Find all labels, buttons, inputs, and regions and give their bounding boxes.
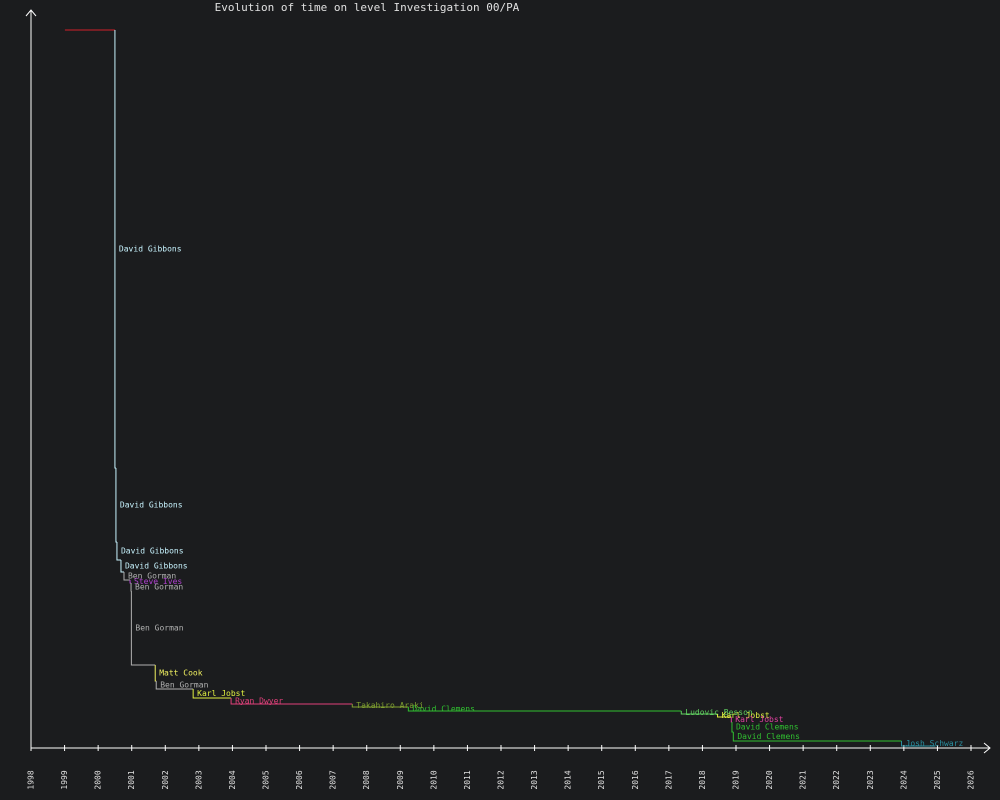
record-step: [230, 698, 353, 705]
record-step: [114, 30, 116, 469]
holder-label: Ben Gorman: [135, 583, 183, 592]
holder-label: David Clemens: [736, 723, 799, 732]
holder-label: David Clemens: [737, 732, 800, 741]
x-tick-label: 2008: [362, 770, 371, 789]
x-tick-label: 2012: [497, 770, 506, 789]
x-tick-label: 2018: [698, 770, 707, 789]
x-tick-label: 2020: [765, 770, 774, 789]
holder-label: David Gibbons: [125, 562, 188, 571]
x-tick-label: 2014: [564, 770, 573, 789]
holder-label: Josh Schwarz: [906, 739, 964, 748]
x-tick-label: 2003: [194, 770, 203, 789]
record-step: [120, 560, 124, 573]
x-tick-label: 2001: [127, 770, 136, 789]
chart-title: Evolution of time on level Investigation…: [215, 1, 520, 14]
x-tick-label: 2004: [228, 770, 237, 789]
record-step: [155, 681, 194, 690]
holder-label: Karl Jobst: [735, 715, 783, 724]
holder-label: Ben Gorman: [135, 624, 183, 633]
holder-label: David Clemens: [412, 705, 475, 714]
record-step: [116, 542, 121, 561]
record-step: [351, 704, 409, 708]
holder-label: Steve Ives: [134, 577, 182, 586]
x-tick-label: 2011: [463, 770, 472, 789]
holder-label: David Gibbons: [121, 547, 184, 556]
x-tick-label: 2010: [429, 770, 438, 789]
holder-label: Matt Cook: [159, 669, 203, 678]
x-tick-label: 2005: [262, 770, 271, 789]
holder-label: Karl Jobst: [722, 711, 770, 720]
x-tick-label: 2002: [161, 770, 170, 789]
x-tick-label: 2022: [832, 770, 841, 789]
x-tick-label: 2026: [967, 770, 976, 789]
x-tick-label: 2024: [899, 770, 908, 789]
x-tick-label: 2009: [396, 770, 405, 789]
record-step: [732, 732, 902, 742]
x-tick-label: 2000: [94, 770, 103, 789]
record-step: [115, 468, 117, 543]
holder-label: David Gibbons: [119, 245, 182, 254]
record-step: [192, 689, 232, 699]
record-step: [154, 665, 157, 682]
x-tick-label: 1999: [60, 770, 69, 789]
record-step: [680, 711, 718, 715]
record-step: [901, 741, 936, 747]
x-tick-label: 2007: [329, 770, 338, 789]
x-tick-label: 2019: [732, 770, 741, 789]
x-tick-label: 2025: [933, 770, 942, 789]
x-tick-label: 2013: [530, 770, 539, 789]
x-tick-label: 2021: [799, 770, 808, 789]
holder-label: Ryan Dwyer: [235, 697, 283, 706]
holder-label: Ben Gorman: [160, 681, 208, 690]
x-tick-label: 2017: [664, 770, 673, 789]
holder-label: Ben Gorman: [128, 572, 176, 581]
record-step: [123, 572, 131, 581]
holder-label: Karl Jobst: [197, 689, 245, 698]
record-step: [717, 714, 732, 718]
x-tick-label: 2006: [295, 770, 304, 789]
holder-label: David Gibbons: [120, 501, 183, 510]
x-tick-label: 2023: [866, 770, 875, 789]
record-step: [407, 707, 682, 712]
record-step: [731, 722, 734, 733]
x-tick-label: 2016: [631, 770, 640, 789]
axes: [25, 9, 991, 754]
record-step: [130, 591, 156, 666]
holder-label: Takahiro Araki: [356, 701, 424, 710]
x-tick-label: 2015: [597, 770, 606, 789]
holder-label: Ludovic Besson: [685, 708, 753, 717]
x-tick-label: 1998: [27, 770, 36, 789]
